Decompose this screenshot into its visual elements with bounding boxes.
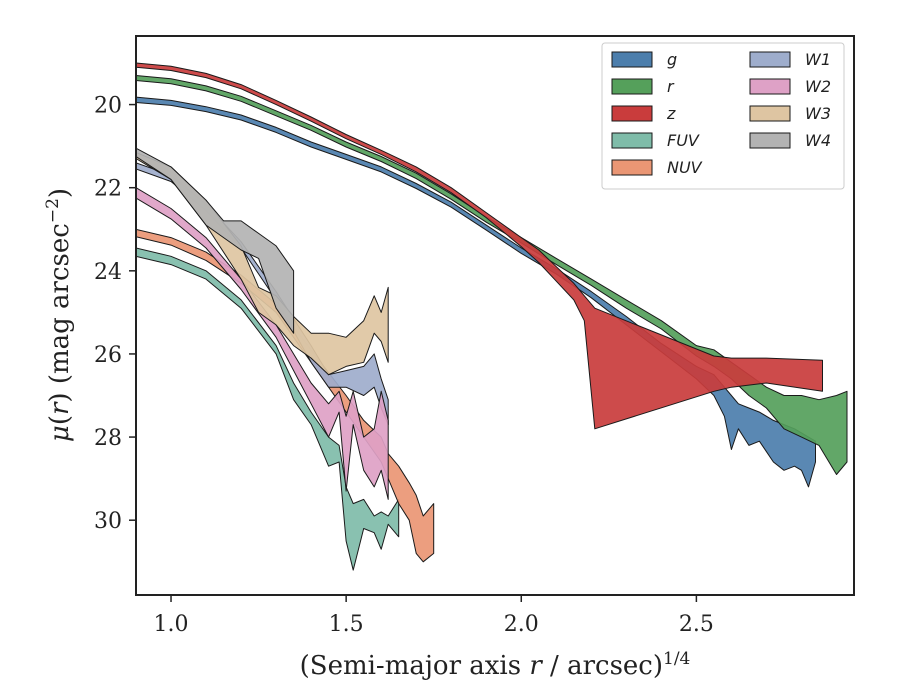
legend-label-g: g: [667, 50, 677, 69]
y-tick-label: 30: [94, 509, 122, 534]
band-fuv: [136, 247, 400, 571]
legend-swatch-fuv: [611, 132, 653, 149]
series-bands: [136, 62, 848, 571]
y-axis-ticks: 20 22 24 26 28 30: [94, 94, 136, 534]
y-tick-label: 28: [94, 426, 122, 451]
legend-swatch-w3: [749, 105, 791, 122]
x-axis-label: (Semi-major axis r / arcsec)1/4: [300, 649, 691, 681]
legend-label-fuv: FUV: [667, 131, 700, 150]
legend-swatch-z: [611, 105, 653, 122]
legend: grz FUV NUV W1 W2 W3 W4: [601, 42, 845, 190]
y-tick-label: 26: [94, 343, 122, 368]
legend-label-r: r: [667, 77, 675, 96]
x-axis-ticks: 1.0 1.5 2.0 2.5: [154, 595, 714, 637]
y-axis-label: μ(r) (mag arcsec−2): [43, 188, 75, 442]
legend-label-w3: W3: [805, 104, 831, 123]
legend-swatch-r: [611, 78, 653, 95]
band-r: [136, 75, 848, 475]
legend-label-w2: W2: [805, 77, 831, 96]
legend-swatch-nuv: [611, 159, 653, 176]
y-tick-label: 24: [94, 260, 122, 285]
legend-swatch-g: [611, 51, 653, 68]
legend-label-z: z: [666, 104, 676, 123]
band-g: [136, 96, 816, 488]
band-w4: [136, 147, 295, 334]
legend-label-w4: W4: [805, 131, 831, 150]
band-z: [136, 62, 823, 430]
y-tick-label: 22: [94, 177, 122, 202]
band-w2: [136, 187, 389, 500]
legend-swatch-w1: [749, 51, 791, 68]
legend-swatch-w4: [749, 132, 791, 149]
x-tick-label: 1.5: [329, 612, 364, 637]
x-tick-label: 2.0: [504, 612, 539, 637]
legend-label-w1: W1: [805, 50, 831, 69]
plot-frame: [135, 35, 855, 596]
legend-label-nuv: NUV: [667, 158, 703, 177]
legend-swatch-w2: [749, 78, 791, 95]
y-tick-label: 20: [94, 94, 122, 119]
x-tick-label: 1.0: [154, 612, 189, 637]
x-tick-label: 2.5: [679, 612, 714, 637]
